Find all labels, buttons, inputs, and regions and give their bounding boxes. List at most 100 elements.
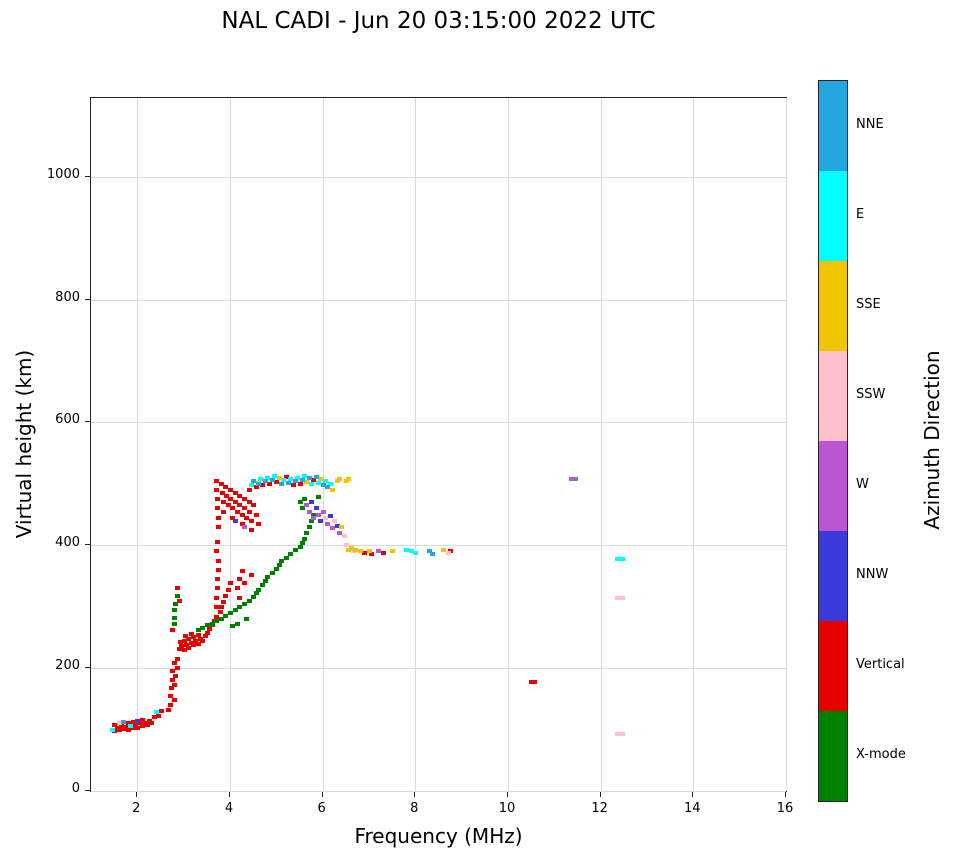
data-point-Vertical [218,604,224,609]
data-point-NNE [299,477,305,482]
data-point-W [316,512,321,517]
data-point-W [336,531,342,535]
y-tick-mark [85,175,90,177]
data-point-Vertical [114,725,120,730]
data-point-X-mode [297,500,303,505]
data-point-Vertical [311,478,317,483]
data-point-NNE [255,481,261,486]
data-point-X-mode [223,613,229,618]
x-tick-label: 2 [132,801,141,816]
data-point-E [302,474,308,479]
colorbar-segment-NNW [819,531,847,621]
colorbar-segment-E [819,171,847,261]
data-point-Vertical [140,723,145,728]
y-tick-mark [85,544,90,546]
data-point-Vertical [214,614,220,619]
data-point-X-mode [228,610,233,615]
data-point-X-mode [306,524,312,529]
data-point-X-mode [172,615,178,620]
x-tick-mark [785,792,786,797]
y-tick-mark [85,298,90,300]
data-point-Vertical [167,693,173,698]
x-tick-label: 4 [224,801,234,816]
data-point-SSE [336,476,342,481]
data-point-Vertical [214,595,220,600]
data-point-W [241,524,247,529]
data-point-E [614,556,620,561]
data-point-Vertical [237,577,243,581]
data-point-SSE [353,547,359,552]
data-point-Vertical [223,484,229,489]
data-point-X-mode [304,531,310,535]
data-point-X-mode [316,495,321,500]
colorbar-segment-label: X-mode [856,747,906,762]
data-point-X-mode [309,518,315,523]
gridline-y [91,422,786,424]
data-point-Vertical [216,567,222,572]
data-point-Vertical [221,500,227,505]
data-point-Vertical [133,722,138,727]
data-point-Vertical [181,639,187,644]
data-point-Vertical [197,636,203,641]
data-point-SSW [116,721,122,726]
data-point-SSW [619,595,625,600]
colorbar-segment-X-mode [819,711,847,801]
gridline-x [600,98,602,791]
data-point-Vertical [255,521,261,526]
data-point-Vertical [156,714,162,718]
data-point-Vertical [246,488,252,492]
data-point-Vertical [119,723,125,728]
data-point-Vertical [172,683,178,688]
data-point-X-mode [209,621,215,626]
colorbar-segment-label: NNE [856,117,884,132]
data-point-Vertical [174,586,180,591]
data-point-X-mode [279,559,284,564]
data-point-Vertical [173,673,179,678]
data-point-Vertical [248,518,254,523]
data-point-X-mode [251,594,257,599]
data-point-Vertical [149,721,155,726]
data-point-X-mode [173,601,179,606]
data-point-Vertical [167,703,173,707]
data-point-Vertical [228,488,233,492]
data-point-Vertical [170,628,176,632]
data-point-NNW [232,518,238,523]
data-point-X-mode [232,607,238,612]
data-point-SSE [346,548,352,553]
data-point-Vertical [190,635,196,640]
data-point-Vertical [237,595,243,600]
x-tick-label: 14 [684,801,701,816]
data-point-E [153,710,159,715]
data-point-Vertical [218,481,224,486]
data-point-Vertical [241,497,247,502]
data-point-Vertical [283,475,289,480]
data-point-Vertical [188,640,194,645]
x-tick-label: 16 [776,801,794,816]
chart-title: NAL CADI - Jun 20 03:15:00 2022 UTC [221,8,656,34]
data-point-X-mode [172,607,178,612]
data-point-X-mode [302,497,308,502]
x-tick-mark [507,792,508,797]
data-point-Vertical [182,634,188,639]
data-point-Vertical [193,639,199,644]
data-point-E [248,483,254,487]
data-point-SSE [348,545,354,550]
data-point-Vertical [221,599,227,604]
data-point-Vertical [219,491,225,495]
data-point-Vertical [170,669,176,674]
data-point-NNW [313,506,319,511]
data-point-X-mode [214,619,220,624]
data-point-Vertical [216,524,222,529]
gridline-y [91,791,786,792]
y-tick-label: 400 [55,535,80,551]
data-point-X-mode [230,624,236,629]
data-point-Vertical [235,509,240,514]
data-point-X-mode [276,562,282,567]
data-point-Vertical [531,679,537,684]
data-point-SSW [341,534,347,538]
data-point-NNW [309,500,315,505]
data-point-Vertical [216,515,222,520]
data-point-X-mode [311,512,317,517]
data-point-SSW [619,731,625,736]
data-point-Vertical [184,642,189,647]
